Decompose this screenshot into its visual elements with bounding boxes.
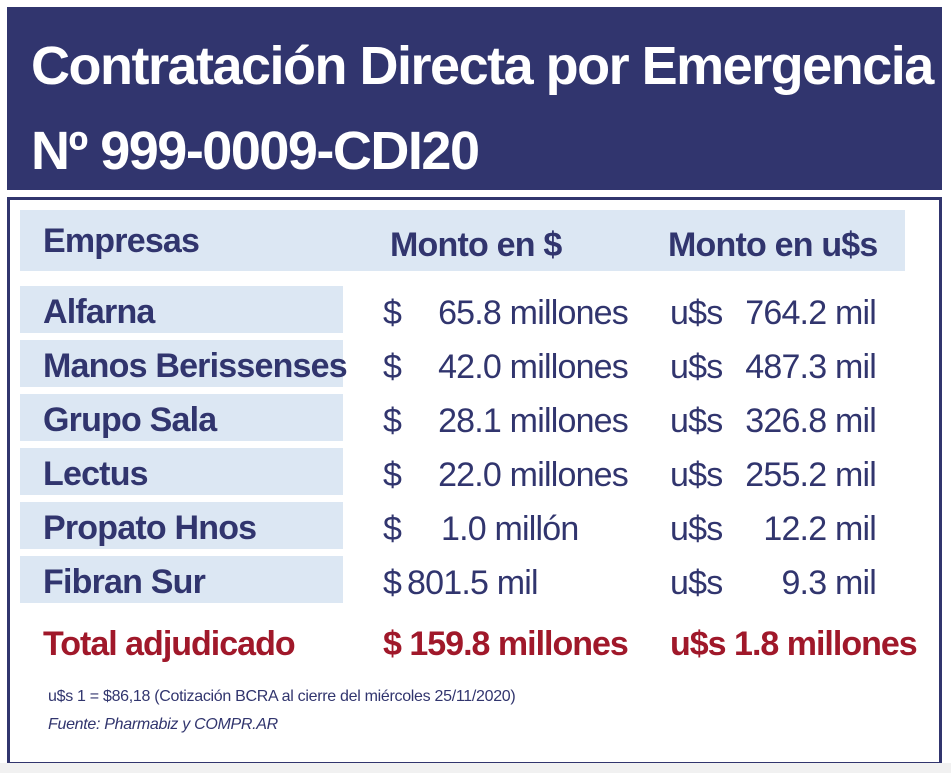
row-pesos-symbol: $ bbox=[383, 348, 402, 386]
header-monto-pesos: Monto en $ bbox=[390, 226, 562, 264]
row-pesos-value: 65.8 millones bbox=[438, 294, 629, 332]
table-row bbox=[20, 394, 343, 441]
total-pesos: $ 159.8 millones bbox=[383, 625, 629, 663]
row-pesos-value: 22.0 millones bbox=[438, 456, 629, 494]
title-banner: Contratación Directa por Emergencia Nº 9… bbox=[7, 7, 942, 190]
row-empresa: Propato Hnos bbox=[43, 509, 257, 547]
row-empresa: Lectus bbox=[43, 455, 149, 493]
row-usd-symbol: u$s bbox=[670, 564, 723, 602]
row-usd-symbol: u$s bbox=[670, 402, 723, 440]
header-empresas: Empresas bbox=[43, 222, 200, 260]
row-pesos-symbol: $ bbox=[383, 294, 402, 332]
total-label: Total adjudicado bbox=[43, 625, 296, 663]
row-usd-value: 326.8 mil bbox=[745, 402, 877, 440]
row-pesos-symbol: $ bbox=[383, 456, 402, 494]
table-row bbox=[20, 448, 343, 495]
row-usd-symbol: u$s bbox=[670, 510, 723, 548]
table-row bbox=[20, 556, 343, 603]
results-table: Empresas Monto en $ Monto en u$s Alfarna… bbox=[7, 197, 942, 765]
table-row bbox=[20, 286, 343, 333]
row-usd-value: 12.2 mil bbox=[763, 510, 876, 548]
row-empresa: Manos Berissenses bbox=[43, 347, 348, 385]
row-usd-value: 255.2 mil bbox=[745, 456, 877, 494]
row-pesos-symbol: $ bbox=[383, 564, 402, 602]
row-usd-symbol: u$s bbox=[670, 456, 723, 494]
source-note: Fuente: Pharmabiz y COMPR.AR bbox=[48, 716, 278, 733]
row-empresa: Grupo Sala bbox=[43, 401, 217, 439]
row-pesos-symbol: $ bbox=[383, 510, 402, 548]
row-pesos-value: 801.5 mil bbox=[407, 564, 539, 602]
row-pesos-value: 1.0 millón bbox=[441, 510, 579, 548]
title-line-2: Nº 999-0009-CDI20 bbox=[31, 121, 480, 181]
exchange-rate-note: u$s 1 = $86,18 (Cotización BCRA al cierr… bbox=[48, 688, 516, 705]
row-usd-value: 9.3 mil bbox=[781, 564, 876, 602]
bottom-divider bbox=[0, 763, 951, 773]
total-usd: u$s 1.8 millones bbox=[670, 625, 918, 663]
row-usd-symbol: u$s bbox=[670, 348, 723, 386]
table-header-band bbox=[20, 210, 905, 271]
row-usd-value: 764.2 mil bbox=[745, 294, 877, 332]
table-row bbox=[20, 502, 343, 549]
row-pesos-value: 42.0 millones bbox=[438, 348, 629, 386]
row-pesos-symbol: $ bbox=[383, 402, 402, 440]
row-pesos-value: 28.1 millones bbox=[438, 402, 629, 440]
table-row bbox=[20, 340, 343, 387]
row-empresa: Alfarna bbox=[43, 293, 155, 331]
row-empresa: Fibran Sur bbox=[43, 563, 206, 601]
row-usd-value: 487.3 mil bbox=[745, 348, 877, 386]
header-monto-usd: Monto en u$s bbox=[668, 226, 878, 264]
row-usd-symbol: u$s bbox=[670, 294, 723, 332]
title-line-1: Contratación Directa por Emergencia bbox=[31, 36, 934, 96]
